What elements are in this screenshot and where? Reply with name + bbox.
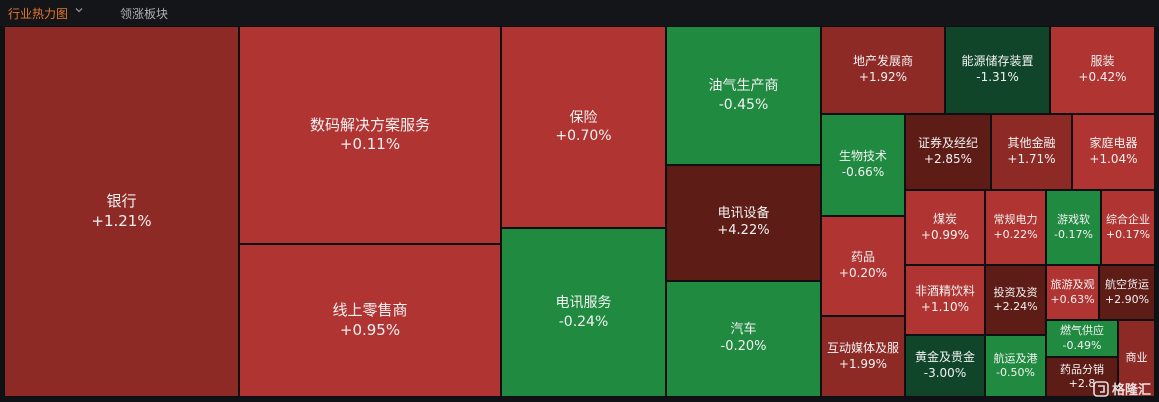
cell-change: -0.66% xyxy=(841,165,885,179)
cell-name: 常规电力 xyxy=(993,213,1038,227)
treemap-cell-21[interactable]: 投资及资 +2.24% xyxy=(985,265,1046,335)
cell-change: -0.20% xyxy=(720,339,767,354)
cell-change: +0.99% xyxy=(920,227,970,242)
cell-name: 能源储存装置 xyxy=(961,54,1034,69)
treemap-cell-28[interactable]: 药品分销 +2.8 xyxy=(1046,357,1118,397)
cell-change: +0.20% xyxy=(838,266,888,280)
cell-change: +1.92% xyxy=(858,70,908,84)
cell-name: 油气生产商 xyxy=(708,78,779,95)
treemap-cell-19[interactable]: 综合企业 +0.17% xyxy=(1101,190,1155,265)
treemap-cell-10[interactable]: 服装 +0.42% xyxy=(1050,26,1155,114)
treemap-cell-13[interactable]: 其他金融 +1.71% xyxy=(991,114,1072,190)
cell-change: +0.22% xyxy=(993,227,1038,241)
cell-change: -1.31% xyxy=(976,70,1019,84)
cell-name: 保险 xyxy=(569,109,598,126)
treemap-cell-7[interactable]: 汽车 -0.20% xyxy=(666,281,821,397)
cell-name: 互动媒体及服 xyxy=(826,340,899,355)
cell-name: 投资及资 xyxy=(993,285,1038,299)
cell-name: 其他金融 xyxy=(1007,136,1056,151)
treemap-cell-9[interactable]: 能源储存装置 -1.31% xyxy=(945,26,1050,114)
cell-name: 航运及港 xyxy=(993,351,1038,365)
treemap-cell-6[interactable]: 电讯设备 +4.22% xyxy=(666,165,821,281)
tab-leading-sectors[interactable]: 领涨板块 xyxy=(120,7,169,21)
cell-change: -0.49% xyxy=(1062,338,1102,352)
cell-change: +0.63% xyxy=(1050,292,1095,306)
cell-change: +1.04% xyxy=(1089,152,1138,166)
cell-change: +4.22% xyxy=(717,223,770,238)
treemap-cell-29[interactable]: 商业 xyxy=(1118,320,1155,397)
cell-name: 生物技术 xyxy=(838,149,887,164)
cell-name: 证券及经纪 xyxy=(917,136,978,151)
cell-name: 旅游及观 xyxy=(1050,278,1095,292)
cell-change: -0.45% xyxy=(718,96,769,113)
tab-industry-heatmap[interactable]: 行业热力图 xyxy=(8,7,69,21)
cell-change: +2.24% xyxy=(993,300,1038,313)
treemap-cell-1[interactable]: 数码解决方案服务 +0.11% xyxy=(239,26,501,244)
cell-name: 银行 xyxy=(106,192,137,210)
cell-name: 数码解决方案服务 xyxy=(309,115,430,134)
cell-change: -3.00% xyxy=(923,366,967,380)
treemap-cell-4[interactable]: 电讯服务 -0.24% xyxy=(501,228,666,397)
cell-change: +1.10% xyxy=(920,300,970,314)
cell-change: -0.17% xyxy=(1054,227,1093,241)
treemap-cell-0[interactable]: 银行 +1.21% xyxy=(4,26,239,397)
cell-change: -0.24% xyxy=(558,313,609,330)
cell-change: +1.99% xyxy=(838,356,888,371)
cell-name: 药品 xyxy=(850,250,875,265)
chevron-down-icon[interactable] xyxy=(74,5,84,15)
treemap-cell-17[interactable]: 常规电力 +0.22% xyxy=(985,190,1046,265)
cell-change: +0.17% xyxy=(1105,227,1151,241)
cell-name: 线上零售商 xyxy=(332,301,408,319)
cell-name: 家庭电器 xyxy=(1089,136,1138,151)
treemap-cell-11[interactable]: 生物技术 -0.66% xyxy=(821,114,905,216)
cell-name: 燃气供应 xyxy=(1060,324,1104,338)
cell-name: 电讯服务 xyxy=(555,295,612,312)
cell-name: 电讯设备 xyxy=(717,206,770,222)
treemap-cell-25[interactable]: 黄金及贵金 -3.00% xyxy=(905,335,985,397)
treemap-cell-22[interactable]: 旅游及观 +0.63% xyxy=(1046,265,1099,320)
treemap-cell-3[interactable]: 保险 +0.70% xyxy=(501,26,666,228)
cell-name: 煤炭 xyxy=(932,211,957,226)
treemap-cell-24[interactable]: 互动媒体及服 +1.99% xyxy=(821,316,905,397)
cell-name: 黄金及贵金 xyxy=(914,350,975,365)
treemap-cell-2[interactable]: 线上零售商 +0.95% xyxy=(239,244,501,397)
treemap-cell-12[interactable]: 证券及经纪 +2.85% xyxy=(905,114,991,190)
cell-name: 地产发展商 xyxy=(852,54,913,69)
treemap-cell-15[interactable]: 药品 +0.20% xyxy=(821,216,905,316)
treemap-cell-23[interactable]: 航空货运 +2.90% xyxy=(1099,265,1155,320)
cell-change: +0.95% xyxy=(339,320,401,339)
treemap-cell-20[interactable]: 非酒精饮料 +1.10% xyxy=(905,265,985,335)
cell-change: -0.50% xyxy=(996,366,1035,379)
cell-name: 航空货运 xyxy=(1105,278,1149,292)
cell-name: 商业 xyxy=(1125,351,1148,365)
cell-change: +2.85% xyxy=(923,152,973,166)
cell-change: +1.21% xyxy=(91,211,152,230)
cell-name: 综合企业 xyxy=(1106,213,1150,227)
cell-change: +0.42% xyxy=(1078,70,1127,84)
gelonghui-logo-icon xyxy=(1093,380,1109,397)
header-bar: 行业热力图 领涨板块 xyxy=(0,0,1159,26)
cell-name: 药品分销 xyxy=(1060,362,1104,376)
cell-change: +2.8 xyxy=(1068,377,1096,390)
watermark: 格隆汇 xyxy=(1093,379,1151,398)
watermark-text: 格隆汇 xyxy=(1111,383,1151,398)
treemap-cell-5[interactable]: 油气生产商 -0.45% xyxy=(666,26,821,165)
treemap-cell-14[interactable]: 家庭电器 +1.04% xyxy=(1072,114,1155,190)
treemap-cell-8[interactable]: 地产发展商 +1.92% xyxy=(821,26,945,114)
treemap-cell-26[interactable]: 航运及港 -0.50% xyxy=(985,335,1046,397)
cell-name: 汽车 xyxy=(730,322,757,338)
cell-name: 游戏软 xyxy=(1057,213,1090,227)
treemap-cell-27[interactable]: 燃气供应 -0.49% xyxy=(1046,320,1118,357)
cell-change: +0.70% xyxy=(555,128,612,144)
cell-change: +1.71% xyxy=(1007,152,1056,166)
treemap-cell-18[interactable]: 游戏软 -0.17% xyxy=(1046,190,1101,265)
cell-change: +0.11% xyxy=(339,135,401,153)
cell-name: 服装 xyxy=(1090,54,1115,69)
cell-change: +2.90% xyxy=(1104,292,1150,306)
cell-name: 非酒精饮料 xyxy=(914,284,975,299)
treemap-cell-16[interactable]: 煤炭 +0.99% xyxy=(905,190,985,265)
